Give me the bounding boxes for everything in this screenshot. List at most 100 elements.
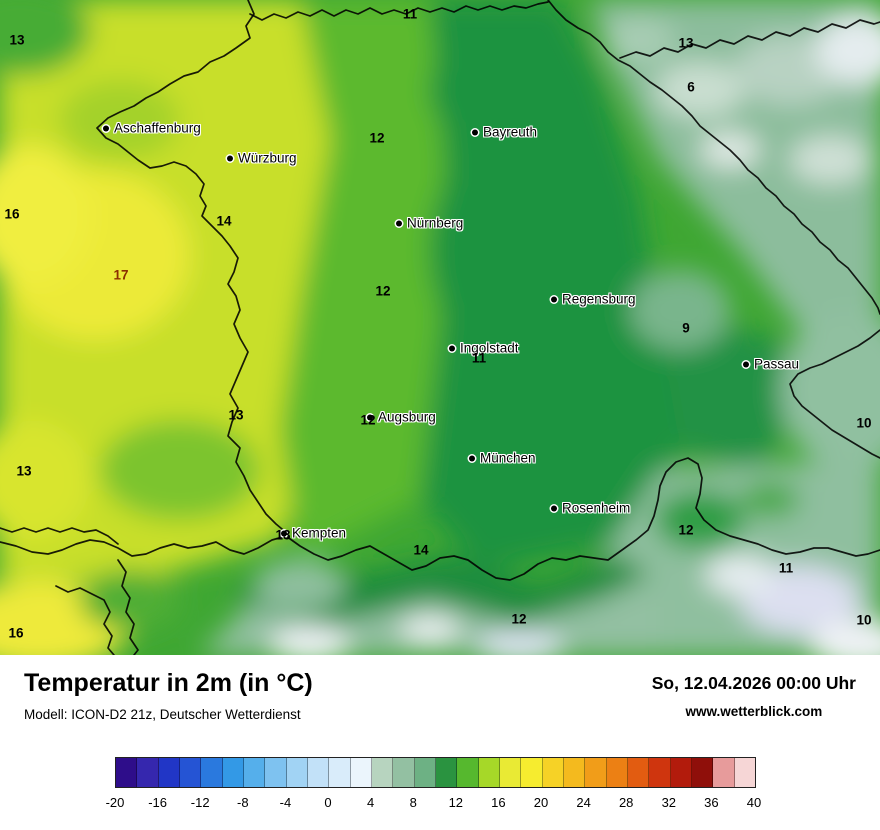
city-label: Nürnberg <box>407 215 464 231</box>
city-label: Rosenheim <box>562 500 631 516</box>
temperature-value-label: 13 <box>16 463 32 479</box>
colorbar-segment <box>627 758 650 787</box>
city-marker: Ingolstadt <box>449 341 519 356</box>
temperature-value-label: 17 <box>113 267 129 283</box>
colorbar-segment <box>350 758 372 787</box>
temperature-value-label: 6 <box>687 79 695 95</box>
colorbar-segment <box>713 758 735 787</box>
city-dot <box>103 125 109 131</box>
temperature-value-label: 16 <box>4 206 20 222</box>
city-marker: Passau <box>743 357 799 372</box>
colorbar-tick: 36 <box>704 795 719 810</box>
temperature-value-label: 11 <box>471 350 487 366</box>
temperature-value-label: 12 <box>360 412 376 428</box>
colorbar-segment <box>563 758 586 787</box>
temperature-value-label: 12 <box>375 283 391 299</box>
colorbar-segment <box>457 758 479 787</box>
city-label: Passau <box>754 356 800 372</box>
colorbar-tick: 0 <box>324 795 332 810</box>
city-dot <box>472 129 478 135</box>
city-label: München <box>480 450 536 466</box>
temperature-value-label: 12 <box>678 522 694 538</box>
temperature-value-label: 13 <box>275 527 291 543</box>
colorbar-segment <box>307 758 330 787</box>
city-dot <box>469 455 475 461</box>
temperature-map: Aschaffenburg Würzburg Bayreuth Nürnberg Reg… <box>0 0 880 655</box>
colorbar-tick: -4 <box>279 795 292 810</box>
country-borders <box>0 0 880 655</box>
temperature-value-label: 16 <box>8 625 24 641</box>
colorbar-segment <box>521 758 543 787</box>
colorbar-segment <box>478 758 500 787</box>
colorbar-tick: 8 <box>409 795 417 810</box>
temperature-value-label: 12 <box>511 611 527 627</box>
colorbar-tick: 28 <box>618 795 634 810</box>
colorbar-tick: 40 <box>746 795 762 810</box>
colorbar-segment <box>542 758 564 787</box>
colorbar-tick: -8 <box>237 795 249 810</box>
city-dot <box>396 220 402 226</box>
colorbar-tick: -12 <box>190 795 210 810</box>
city-label: Kempten <box>292 525 347 541</box>
colorbar-segment <box>691 758 714 787</box>
city-label: Augsburg <box>378 409 436 425</box>
temperature-value-label: 13 <box>9 32 25 48</box>
colorbar-segment <box>371 758 394 787</box>
temperature-colorbar <box>115 757 756 788</box>
colorbar-tick-labels: -20 -16 -12 -8 -4 0 4 8 12 16 20 24 28 32 36 40 <box>106 795 762 813</box>
map-overlays: Aschaffenburg Würzburg Bayreuth Nürnberg Reg… <box>4 6 872 641</box>
colorbar-tick: -20 <box>105 795 125 810</box>
city-marker: Kempten <box>281 526 346 541</box>
city-marker: Bayreuth <box>472 125 537 140</box>
city-label: Würzburg <box>238 150 297 166</box>
website-text: www.wetterblick.com <box>685 704 823 719</box>
city-dot <box>551 505 557 511</box>
colorbar-segment <box>734 758 755 787</box>
colorbar-tick: -16 <box>148 795 167 810</box>
temperature-value-label: 10 <box>856 415 872 431</box>
footer: Temperatur in 2m (in °C) Modell: ICON-D2… <box>0 655 880 830</box>
temperature-field-blobs <box>0 0 880 655</box>
city-label: Ingolstadt <box>460 340 519 356</box>
temperature-value-label: 14 <box>413 542 429 558</box>
colorbar-segment <box>585 758 607 787</box>
temperature-value-label: 13 <box>678 35 694 51</box>
city-marker: Würzburg <box>227 151 297 166</box>
colorbar-tick: 16 <box>491 795 506 810</box>
colorbar-segment <box>179 758 202 787</box>
city-marker: Rosenheim <box>551 501 630 516</box>
colorbar-tick: 20 <box>533 795 549 810</box>
temperature-value-label: 9 <box>682 320 690 336</box>
colorbar-segment <box>286 758 308 787</box>
temperature-field <box>0 0 880 655</box>
city-dot <box>551 296 557 302</box>
colorbar-segment <box>265 758 287 787</box>
temperature-value-label: 11 <box>402 6 418 22</box>
colorbar-segment <box>649 758 671 787</box>
city-dot <box>449 345 455 351</box>
city-marker: München <box>469 451 536 466</box>
city-marker: Aschaffenburg <box>103 121 201 136</box>
map-datetime: So, 12.04.2026 00:00 Uhr <box>651 673 856 693</box>
colorbar-segment <box>606 758 628 787</box>
colorbar-segment <box>329 758 351 787</box>
colorbar-segment <box>393 758 415 787</box>
city-label: Regensburg <box>562 291 636 307</box>
colorbar-tick: 4 <box>366 795 375 810</box>
city-label: Bayreuth <box>483 124 538 140</box>
city-dot <box>367 414 373 420</box>
colorbar-segment <box>435 758 458 787</box>
temperature-value-label: 14 <box>216 213 232 229</box>
colorbar-tick: 32 <box>661 795 677 810</box>
city-dot <box>281 530 287 536</box>
city-marker: Nürnberg <box>396 216 463 231</box>
temperature-value-label: 10 <box>856 612 872 628</box>
colorbar-segment <box>222 758 244 787</box>
colorbar-segment <box>137 758 159 787</box>
city-label: Aschaffenburg <box>114 120 201 136</box>
colorbar-segment <box>414 758 436 787</box>
colorbar-tick: 12 <box>448 795 464 810</box>
city-marker: Augsburg <box>367 410 436 425</box>
colorbar-segment <box>116 758 138 787</box>
